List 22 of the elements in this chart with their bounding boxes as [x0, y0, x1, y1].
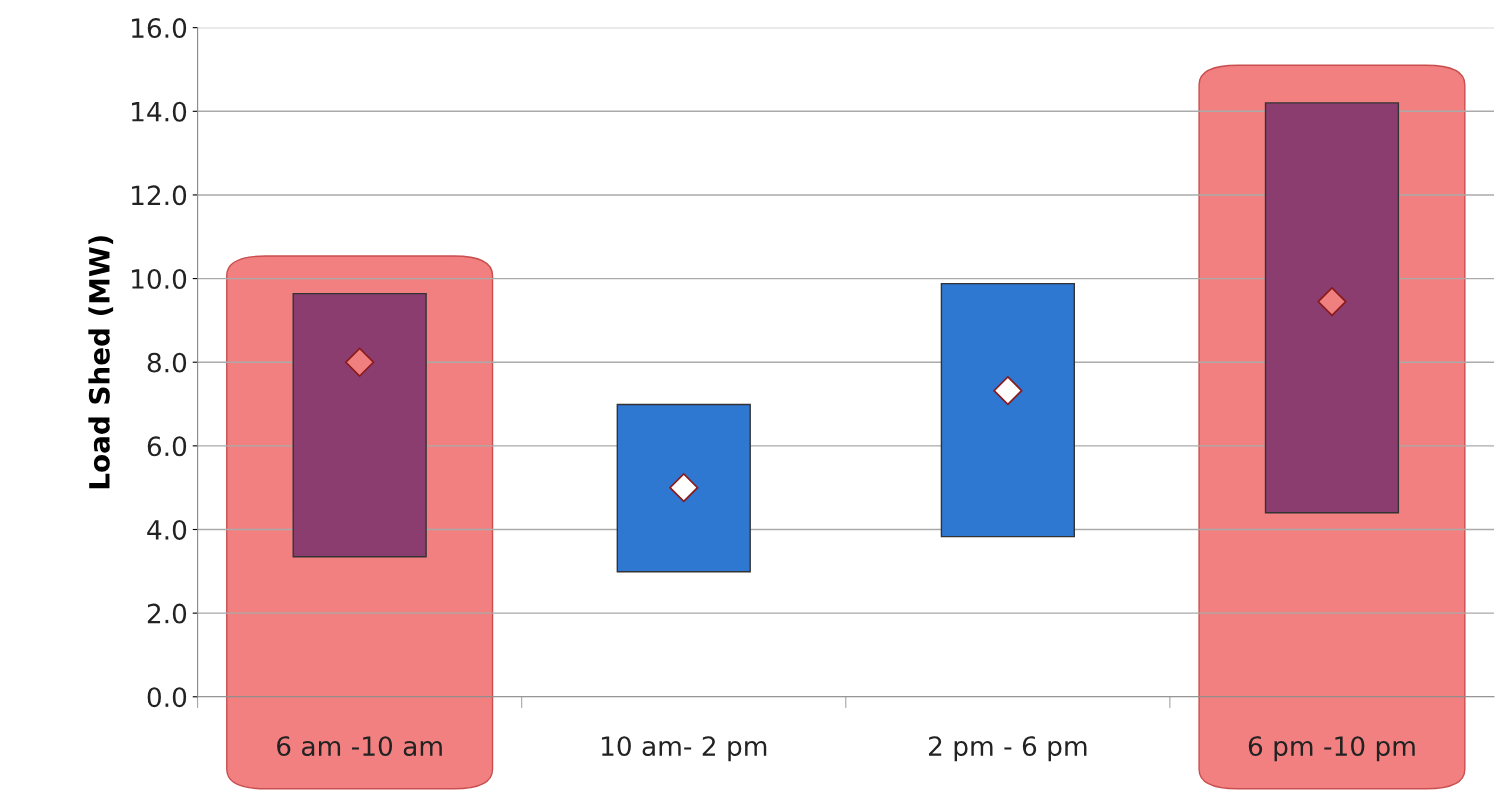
x-tick-label: 2 pm - 6 pm	[929, 736, 1087, 762]
y-tick-label: 14.0	[132, 101, 187, 122]
y-tick-label: 10.0	[132, 269, 187, 289]
point	[1317, 286, 1347, 317]
y-tick-label: 6.0	[147, 436, 187, 457]
y-axis-title: Load Shed (MW)	[88, 236, 114, 489]
x-tick-label: 6 pm -10 pm	[1248, 736, 1415, 762]
bar	[616, 403, 751, 573]
point	[669, 473, 699, 503]
y-tick-label: 2.0	[147, 603, 187, 624]
x-tick-label: 10 am- 2 pm	[601, 736, 767, 762]
x-tick-label: 6 am -10 am	[277, 736, 442, 757]
y-tick-label: 12.0	[132, 185, 187, 206]
point	[993, 376, 1023, 406]
y-tick-label: 0.0	[147, 687, 187, 708]
y-tick-label: 4.0	[147, 519, 187, 540]
bar	[1264, 102, 1400, 514]
bar	[940, 282, 1075, 538]
point	[345, 347, 375, 377]
y-tick-label: 16.0	[132, 18, 187, 39]
y-tick-label: 8.0	[147, 352, 187, 373]
bar	[292, 292, 427, 558]
